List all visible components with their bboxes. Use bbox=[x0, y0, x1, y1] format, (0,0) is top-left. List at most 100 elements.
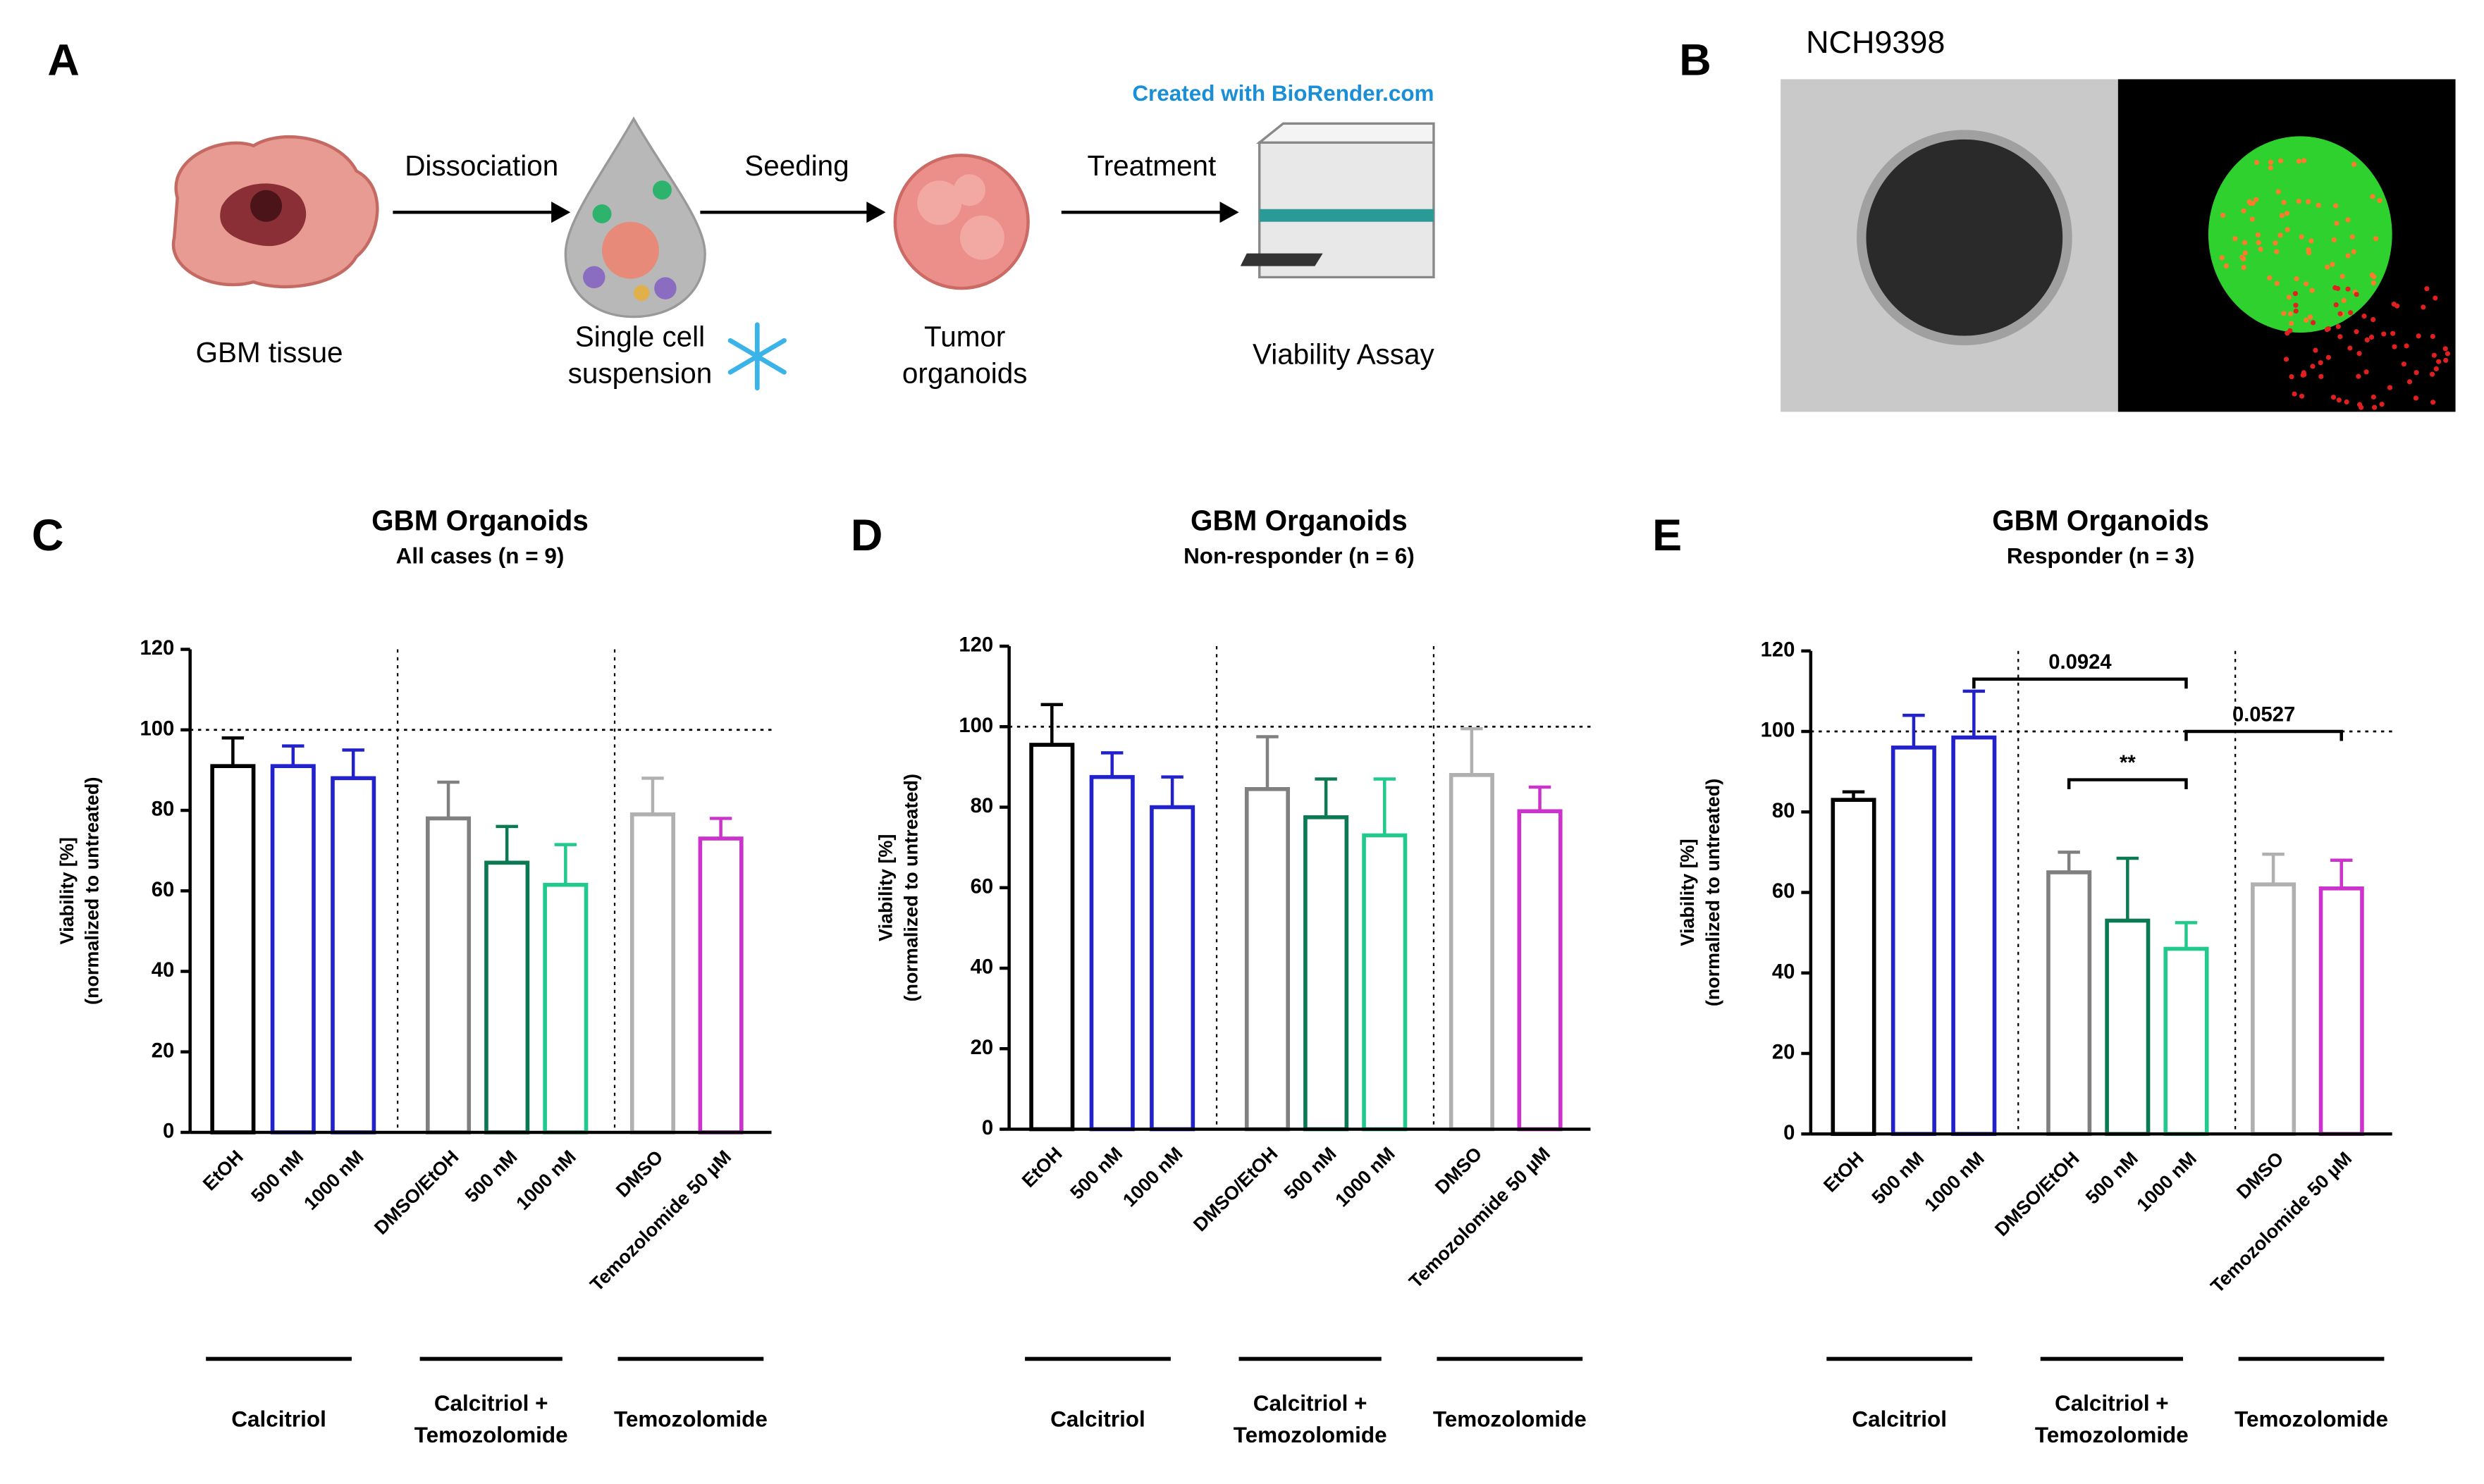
cell-dot bbox=[2246, 199, 2252, 204]
cell-dot bbox=[2308, 238, 2314, 244]
bar bbox=[2318, 886, 2364, 1137]
bracket-line bbox=[2184, 729, 2343, 741]
cell-dot bbox=[2296, 159, 2302, 164]
cell-dot bbox=[2318, 373, 2324, 379]
y-tick-label: 20 bbox=[152, 1039, 174, 1062]
cell-dot bbox=[2241, 208, 2246, 214]
cell-dot bbox=[2333, 302, 2339, 308]
credit: Created with BioRender.com bbox=[1132, 81, 1434, 106]
y-tick-label: 120 bbox=[140, 637, 174, 660]
cell-dot bbox=[2371, 273, 2377, 280]
cell-dot bbox=[2379, 402, 2385, 407]
y-tick-label: 20 bbox=[1772, 1041, 1795, 1064]
x-tick-label: EtOH bbox=[1819, 1148, 1868, 1197]
organoid-icon bbox=[893, 154, 1030, 290]
y-tick-label: 80 bbox=[152, 798, 174, 821]
cell-dot bbox=[2310, 364, 2316, 369]
cell-dot bbox=[2292, 391, 2297, 397]
cell-dot bbox=[2334, 221, 2339, 226]
error-bar bbox=[1315, 777, 1337, 817]
brightfield-image bbox=[1781, 79, 2118, 412]
bar bbox=[1890, 746, 1936, 1137]
group-label: Temozolomide bbox=[414, 1423, 568, 1447]
x-tick-label: 1000 nM bbox=[1331, 1143, 1398, 1211]
cell-dot bbox=[2381, 331, 2387, 337]
bar bbox=[1362, 833, 1408, 1132]
panel-label: A bbox=[47, 36, 79, 85]
cell-dot bbox=[2220, 212, 2226, 218]
bar bbox=[2105, 918, 2151, 1137]
cell-dot bbox=[2390, 330, 2396, 336]
chart-subtitle: Non-responder (n = 6) bbox=[1183, 543, 1415, 568]
snowflake-icon bbox=[727, 322, 787, 391]
bar bbox=[426, 816, 472, 1134]
error-bar bbox=[554, 843, 577, 885]
cell-dot bbox=[2424, 286, 2430, 292]
error-bar bbox=[221, 736, 245, 767]
chart-title: GBM Organoids bbox=[1992, 504, 2209, 536]
cell-dot bbox=[2336, 397, 2342, 403]
cell-dot bbox=[2356, 351, 2362, 357]
cell-dot bbox=[2223, 263, 2230, 268]
chart-subtitle: All cases (n = 9) bbox=[396, 543, 565, 568]
cell-dot bbox=[2254, 197, 2259, 202]
cell-dot bbox=[2293, 302, 2299, 308]
cell-dot bbox=[2267, 275, 2273, 280]
arrow-label: Treatment bbox=[1088, 149, 1217, 182]
cell-dot bbox=[2354, 292, 2359, 297]
y-tick-label: 20 bbox=[971, 1037, 993, 1059]
cell-dot bbox=[2421, 304, 2426, 310]
cell-dot bbox=[2296, 199, 2301, 204]
x-tick-label: 1000 nM bbox=[1920, 1148, 1988, 1216]
group-label: Calcitriol + bbox=[434, 1391, 548, 1416]
y-tick-label: 60 bbox=[971, 875, 993, 898]
chart-title: GBM Organoids bbox=[371, 504, 589, 536]
cell-dot bbox=[2363, 369, 2369, 375]
cell-dot bbox=[2413, 395, 2419, 401]
cell-dot bbox=[2429, 371, 2435, 377]
cell-dot bbox=[2370, 194, 2375, 199]
cell-dot bbox=[2325, 354, 2332, 360]
group-label: Calcitriol + bbox=[1253, 1391, 1367, 1416]
bar bbox=[543, 882, 589, 1134]
y-axis-label: (normalized to untreated) bbox=[82, 777, 103, 1005]
bar bbox=[698, 836, 744, 1134]
step-label: Viability Assay bbox=[1253, 338, 1435, 370]
y-tick-label: 100 bbox=[959, 715, 993, 737]
group-label: Calcitriol bbox=[231, 1406, 326, 1431]
x-tick-label: DMSO bbox=[612, 1146, 667, 1201]
error-bar bbox=[496, 824, 518, 863]
group-label: Temozolomide bbox=[2234, 1406, 2388, 1431]
cell-dot bbox=[2331, 237, 2337, 243]
cell-dot bbox=[2359, 404, 2364, 410]
bar bbox=[1303, 815, 1349, 1132]
cell-dot bbox=[2242, 240, 2248, 245]
x-tick-label: 1000 nM bbox=[512, 1146, 579, 1214]
cell-dot bbox=[2339, 273, 2345, 279]
error-bar bbox=[282, 744, 305, 767]
cell-dot bbox=[2430, 400, 2436, 405]
bracket bbox=[2067, 778, 2188, 790]
cell-dot bbox=[2347, 345, 2353, 351]
error-bar bbox=[2262, 852, 2285, 885]
bar bbox=[1029, 743, 1075, 1132]
cell-dot bbox=[2371, 280, 2377, 286]
error-bar bbox=[1161, 775, 1183, 808]
cell-dot bbox=[2232, 236, 2238, 242]
tissue-icon bbox=[171, 135, 379, 289]
cell-dot bbox=[2335, 323, 2341, 330]
cell-dot bbox=[2268, 165, 2273, 171]
x-tick-label: EtOH bbox=[1018, 1143, 1066, 1192]
fluorescence-image bbox=[2117, 79, 2456, 412]
cell-dot bbox=[2443, 357, 2449, 363]
bracket-line bbox=[2067, 778, 2188, 790]
cell-dot bbox=[2308, 314, 2313, 320]
cell-dot bbox=[2304, 281, 2309, 287]
cell-dot bbox=[2436, 359, 2442, 364]
cell-dot bbox=[2281, 311, 2287, 316]
cell-dot bbox=[2394, 303, 2400, 309]
bar bbox=[1517, 809, 1563, 1132]
cell-dot bbox=[2293, 308, 2299, 314]
group-label: Calcitriol + bbox=[2055, 1391, 2169, 1416]
